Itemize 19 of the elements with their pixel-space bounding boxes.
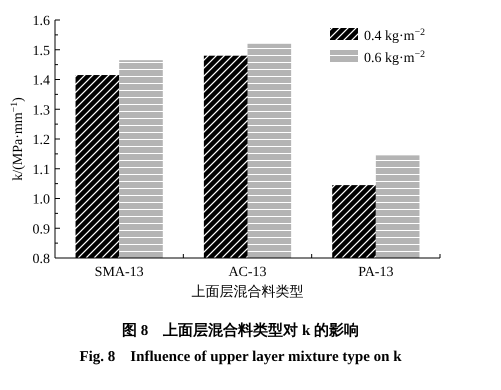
y-tick-label: 1.4 (32, 74, 50, 88)
x-axis-title: 上面层混合料类型 (192, 284, 304, 300)
legend-label: 0.6 kg·m$^{−2}$ (364, 48, 426, 66)
y-tick-label: 1.3 (32, 103, 50, 118)
x-tick-label: AC-13 (228, 265, 267, 280)
legend-item: 0.6 kg·m$^{−2}$ (330, 48, 425, 66)
y-tick-label: 0.9 (32, 222, 50, 238)
x-tick-label: PA-13 (358, 265, 394, 280)
y-tick-label: 1.5 (32, 44, 50, 59)
x-tick-label: SMA-13 (94, 265, 144, 280)
y-tick-label: 1.1 (32, 162, 50, 178)
caption: 图 8 上面层混合料类型对 k 的影响 (122, 322, 360, 339)
y-tick-label: 1.6 (32, 14, 50, 29)
legend-item: 0.4 kg·m$^{−2}$ (330, 26, 425, 44)
y-tick-label: 1.2 (32, 133, 50, 148)
caption: Fig. 8 Influence of upper layer mixture type on k (79, 349, 402, 365)
y-tick-label: 0.8 (32, 252, 50, 267)
legend-label: 0.4 kg·m$^{−2}$ (364, 26, 426, 44)
y-tick-label: 1.0 (32, 192, 50, 208)
